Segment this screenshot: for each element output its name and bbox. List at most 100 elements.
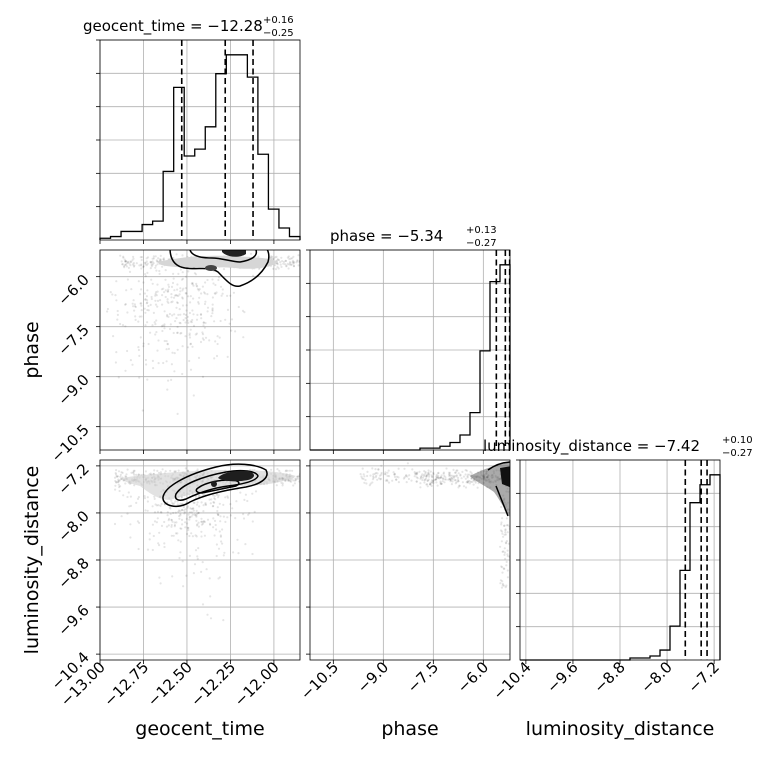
scatter-point xyxy=(406,475,409,478)
scatter-point xyxy=(179,551,182,554)
scatter-point xyxy=(204,503,208,506)
scatter-point xyxy=(211,303,214,306)
scatter-point xyxy=(125,262,129,265)
scatter-point xyxy=(296,260,299,263)
scatter-point xyxy=(115,481,118,484)
scatter-point xyxy=(280,256,283,259)
scatter-point xyxy=(133,484,136,487)
scatter-point xyxy=(127,491,130,494)
scatter-point xyxy=(208,498,211,501)
scatter-point xyxy=(457,480,460,483)
scatter-point xyxy=(216,506,219,509)
scatter-point xyxy=(173,521,176,524)
scatter-point xyxy=(223,551,226,554)
scatter-point xyxy=(419,482,422,485)
scatter-point xyxy=(462,475,466,478)
scatter-point xyxy=(217,513,220,517)
scatter-point xyxy=(191,535,194,538)
scatter-point xyxy=(155,259,158,262)
scatter-point xyxy=(164,470,167,473)
scatter-point xyxy=(201,375,205,378)
scatter-point xyxy=(97,300,99,302)
scatter-point xyxy=(395,478,398,481)
scatter-point xyxy=(435,475,438,478)
scatter-point xyxy=(179,313,182,316)
scatter-point xyxy=(156,469,159,472)
scatter-point xyxy=(129,264,132,267)
scatter-point xyxy=(437,476,440,479)
scatter-point xyxy=(145,295,148,298)
scatter-point xyxy=(153,321,156,324)
scatter-point xyxy=(200,317,203,320)
scatter-point xyxy=(117,479,120,482)
scatter-point xyxy=(153,469,156,472)
scatter-point xyxy=(212,526,215,529)
scatter-point xyxy=(176,301,179,305)
scatter-point xyxy=(118,489,121,493)
scatter-point xyxy=(144,298,147,301)
scatter-point xyxy=(196,313,199,316)
scatter-point xyxy=(184,335,187,338)
scatter-point xyxy=(432,481,435,484)
scatter-point xyxy=(134,305,137,308)
scatter-point xyxy=(393,472,396,475)
scatter-point xyxy=(141,409,144,412)
scatter-point xyxy=(203,520,206,524)
scatter-point xyxy=(211,296,214,299)
scatter-point xyxy=(200,535,203,538)
scatter-point xyxy=(371,467,374,470)
scatter-point xyxy=(178,515,181,518)
scatter-point xyxy=(504,531,507,534)
hist-geocent-time-steps xyxy=(99,54,301,240)
scatter-point xyxy=(445,467,448,470)
scatter-point xyxy=(148,532,151,535)
scatter-point xyxy=(217,547,221,550)
scatter-point xyxy=(461,481,464,484)
grid-hist-phase xyxy=(310,249,510,450)
tick-marks-hist-phase xyxy=(306,249,484,454)
scatter-point xyxy=(449,478,452,481)
scatter-point xyxy=(168,312,171,316)
scatter-point xyxy=(146,271,149,274)
scatter-point xyxy=(195,514,198,517)
contour-fill-edge xyxy=(470,462,510,518)
x-tick-label: −7.5 xyxy=(404,658,442,696)
scatter-point xyxy=(116,318,119,321)
scatter-point xyxy=(179,514,182,517)
scatter-point xyxy=(144,263,147,266)
scatter-point xyxy=(180,509,184,512)
scatter-point xyxy=(160,502,163,506)
scatter-point xyxy=(134,318,137,321)
scatter-point xyxy=(466,475,469,478)
scatter-point xyxy=(505,540,508,543)
scatter-point xyxy=(430,481,434,484)
scatter-point xyxy=(416,472,419,475)
contour-fill-outer xyxy=(158,255,278,269)
scatter-point xyxy=(468,480,471,483)
scatter-point xyxy=(132,262,135,265)
scatter-point xyxy=(429,481,432,484)
scatter-point xyxy=(174,320,177,323)
scatter-point xyxy=(280,481,283,484)
scatter-point xyxy=(173,523,176,527)
scatter-point xyxy=(457,472,460,475)
frame-2d-phase-luminosity-distance xyxy=(309,459,511,661)
scatter-point xyxy=(191,281,194,285)
scatter-point xyxy=(144,324,147,327)
scatter-point xyxy=(162,258,166,261)
scatter-point xyxy=(137,547,140,551)
scatter-point xyxy=(448,473,451,477)
scatter-point xyxy=(429,483,432,486)
scatter-point xyxy=(148,538,151,541)
scatter-point xyxy=(171,314,174,317)
scatter-point xyxy=(195,535,198,538)
scatter-point xyxy=(176,532,179,535)
contour-line-outer xyxy=(162,463,268,508)
scatter-point xyxy=(146,256,150,259)
scatter-point xyxy=(501,582,504,586)
scatter-point xyxy=(186,506,189,509)
scatter-point xyxy=(147,309,150,312)
scatter-point xyxy=(172,256,175,260)
scatter-point xyxy=(200,501,203,504)
scatter-point xyxy=(420,476,423,479)
